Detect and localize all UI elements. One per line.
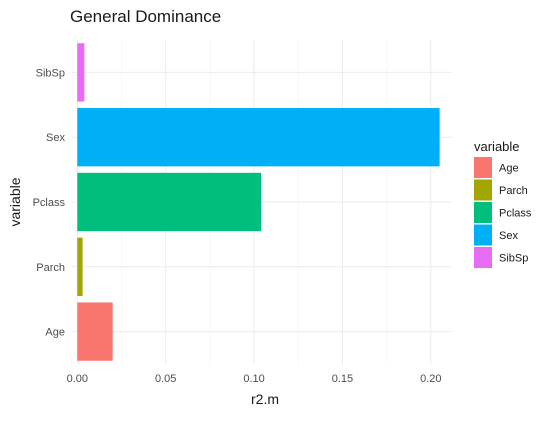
bar-sex xyxy=(77,108,440,167)
legend-label-pclass: Pclass xyxy=(499,208,532,220)
x-tick-labels: 0.00 0.05 0.10 0.15 0.20 xyxy=(67,373,442,385)
legend-label-age: Age xyxy=(499,163,519,175)
legend-label-parch: Parch xyxy=(499,185,528,197)
legend-key-age xyxy=(474,157,492,178)
x-tick-label: 0.10 xyxy=(243,373,264,385)
y-tick-label: Parch xyxy=(36,262,65,274)
y-tick-label: SibSp xyxy=(36,67,65,79)
x-tick-label: 0.20 xyxy=(420,373,441,385)
bars-layer xyxy=(77,43,440,361)
x-tick-label: 0.00 xyxy=(67,373,88,385)
legend-key-sex xyxy=(474,224,492,246)
y-tick-label: Pclass xyxy=(33,197,66,209)
legend-key-pclass xyxy=(474,202,492,223)
x-axis-title: r2.m xyxy=(251,391,279,407)
x-tick-label: 0.05 xyxy=(155,373,176,385)
legend-key-parch xyxy=(474,179,492,201)
y-tick-label: Sex xyxy=(46,132,65,144)
bar-pclass xyxy=(77,172,262,232)
legend-label-sibsp: SibSp xyxy=(499,253,528,265)
y-axis-title: variable xyxy=(7,177,23,226)
y-tick-labels: Age Parch Pclass Sex SibSp xyxy=(33,67,66,338)
legend-items: Age Parch Pclass Sex SibSp xyxy=(474,157,532,268)
y-tick-label: Age xyxy=(45,327,65,339)
legend-title: variable xyxy=(474,139,520,154)
x-tick-label: 0.15 xyxy=(332,373,353,385)
legend-key-sibsp xyxy=(474,247,492,268)
legend-label-sex: Sex xyxy=(499,230,518,242)
bar-parch xyxy=(77,237,83,296)
bar-age xyxy=(77,302,113,361)
chart-title: General Dominance xyxy=(70,7,221,26)
legend: variable Age Parch Pclass Sex SibSp xyxy=(474,139,532,268)
bar-sibsp xyxy=(77,43,85,102)
